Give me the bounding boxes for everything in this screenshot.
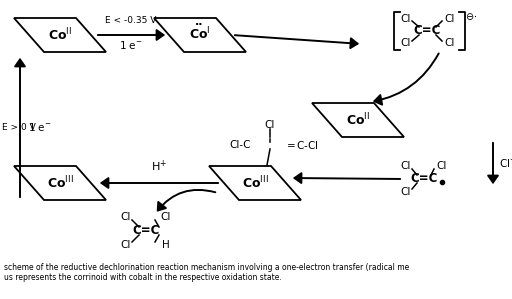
Text: Cl: Cl bbox=[265, 120, 275, 130]
Text: 1 e$^{-}$: 1 e$^{-}$ bbox=[28, 121, 52, 133]
Text: Cl$^{-}$: Cl$^{-}$ bbox=[499, 157, 512, 169]
Polygon shape bbox=[14, 18, 106, 52]
Text: Co$^{\rm III}$: Co$^{\rm III}$ bbox=[242, 175, 268, 191]
Text: Cl: Cl bbox=[445, 14, 455, 24]
Text: Co$^{\rm II}$: Co$^{\rm II}$ bbox=[346, 112, 370, 128]
Text: ··: ·· bbox=[195, 20, 203, 30]
Text: C=C: C=C bbox=[410, 173, 438, 185]
Text: Cl: Cl bbox=[401, 14, 411, 24]
Text: Cl: Cl bbox=[121, 212, 131, 222]
Text: Cl: Cl bbox=[445, 38, 455, 48]
Polygon shape bbox=[209, 166, 301, 200]
Text: Cl: Cl bbox=[121, 240, 131, 250]
Text: 1 e$^{-}$: 1 e$^{-}$ bbox=[119, 39, 143, 51]
Polygon shape bbox=[14, 166, 106, 200]
Text: Cl: Cl bbox=[401, 38, 411, 48]
Text: Cl: Cl bbox=[401, 161, 411, 171]
Text: E > 0 V: E > 0 V bbox=[2, 123, 36, 132]
Text: $\ominus\!\cdot$: $\ominus\!\cdot$ bbox=[465, 11, 478, 22]
Text: us represents the corrinoid with cobalt in the respective oxidation state.: us represents the corrinoid with cobalt … bbox=[4, 272, 282, 281]
Text: $=$C-Cl: $=$C-Cl bbox=[284, 139, 319, 151]
Text: Cl: Cl bbox=[437, 161, 447, 171]
Text: Cl-C: Cl-C bbox=[229, 140, 251, 150]
Text: C=C: C=C bbox=[132, 225, 160, 237]
Text: Cl: Cl bbox=[401, 187, 411, 197]
Text: Co$^{\rm I}$: Co$^{\rm I}$ bbox=[189, 26, 211, 42]
Text: C=C: C=C bbox=[413, 25, 441, 37]
Text: Co$^{\rm III}$: Co$^{\rm III}$ bbox=[47, 175, 73, 191]
Text: Cl: Cl bbox=[161, 212, 171, 222]
Text: E < -0.35 V: E < -0.35 V bbox=[105, 16, 157, 25]
Polygon shape bbox=[312, 103, 404, 137]
Text: Co$^{\rm II}$: Co$^{\rm II}$ bbox=[48, 27, 72, 43]
Text: scheme of the reductive dechlorination reaction mechanism involving a one-electr: scheme of the reductive dechlorination r… bbox=[4, 263, 409, 271]
Polygon shape bbox=[154, 18, 246, 52]
Text: H: H bbox=[162, 240, 170, 250]
Text: H$^{+}$: H$^{+}$ bbox=[151, 159, 167, 174]
